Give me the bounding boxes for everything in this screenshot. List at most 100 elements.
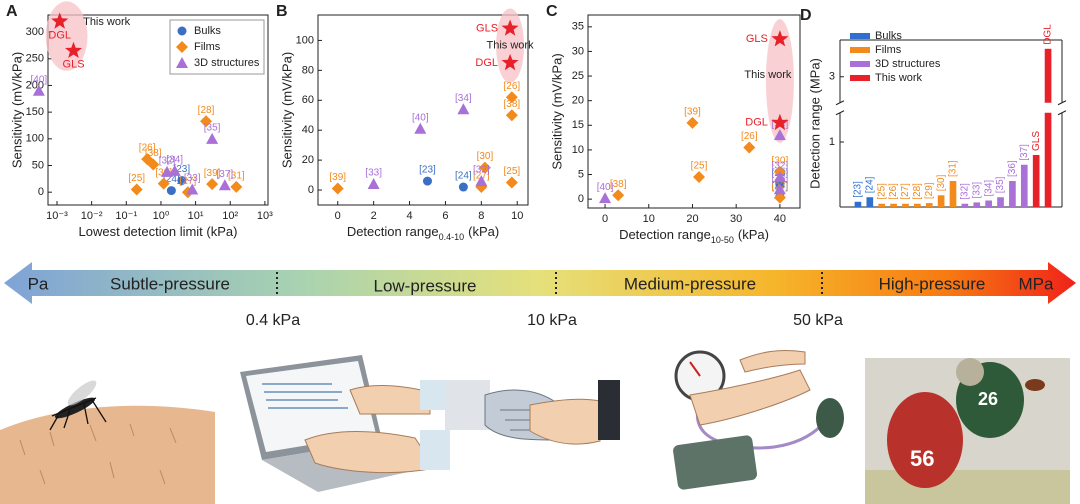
bar: [854, 201, 862, 207]
x-tick-label: 10⁻¹: [115, 210, 137, 222]
point-label: [33]: [772, 173, 789, 184]
bar: [961, 203, 969, 207]
y-tick-label: 80: [302, 64, 314, 76]
x-tick-label: 10⁰: [153, 210, 170, 222]
point-label: [38]: [610, 179, 627, 190]
category-label: [37]: [1019, 144, 1030, 161]
x-tick-label: 20: [686, 213, 698, 225]
point-label: [32]: [772, 161, 789, 172]
y-tick-label: 20: [302, 154, 314, 166]
category-label: [24]: [864, 176, 875, 193]
y-tick-label: 25: [572, 70, 584, 82]
bar: [949, 181, 957, 207]
region-label: Low-pressure: [374, 276, 477, 295]
category-label: [30]: [936, 174, 947, 191]
legend-marker: [176, 57, 188, 68]
point: [773, 183, 786, 195]
illustration-laptop: [240, 355, 450, 492]
point: [773, 170, 786, 182]
y-tick-label: 150: [26, 106, 44, 118]
point-label: [40]: [597, 182, 614, 193]
point-label: [34]: [455, 93, 472, 104]
scale-start: Pa: [28, 274, 49, 293]
point-label: [39]: [204, 168, 221, 179]
point: [773, 129, 786, 141]
axis-break: [1057, 110, 1067, 116]
point-label: [27]: [180, 176, 197, 187]
point: [206, 178, 219, 191]
legend-swatch: [850, 75, 870, 81]
point-label: [23]: [419, 165, 436, 176]
annotation: This work: [744, 69, 792, 81]
bar: [1044, 48, 1052, 207]
y-tick-label: 40: [302, 124, 314, 136]
plot-frame: [587, 14, 801, 209]
point-label: [32]: [473, 165, 490, 176]
point-label: [26]: [504, 81, 521, 92]
bar: [937, 195, 945, 207]
x-axis-label-sub: 10-50: [711, 235, 734, 245]
point-label: [39]: [684, 106, 701, 117]
jersey-number: 26: [978, 389, 998, 409]
legend-label: 3D structures: [194, 57, 260, 69]
category-label: [23]: [853, 181, 864, 198]
category-label: [29]: [924, 182, 935, 199]
illustration-football: 56 26: [865, 358, 1070, 504]
jersey-number: 56: [910, 446, 934, 471]
point: [457, 103, 470, 115]
point: [414, 122, 427, 134]
point: [218, 179, 231, 191]
category-label: GLS: [1031, 131, 1042, 151]
x-tick-label: 8: [478, 210, 484, 222]
panel-label: A: [6, 3, 18, 20]
plot-frame: [47, 14, 269, 206]
x-tick-label: 10⁻²: [81, 210, 103, 222]
bar: [1032, 155, 1040, 207]
y-tick-label: 5: [578, 168, 584, 180]
threshold-label: 10 kPa: [527, 312, 577, 329]
y-tick-label: 100: [26, 133, 44, 145]
region-label: High-pressure: [879, 274, 986, 293]
point: [147, 158, 160, 171]
bar: [914, 203, 921, 207]
x-axis-label-text: Detection range: [347, 224, 439, 239]
y-axis-label: Detection range (MPa): [807, 58, 822, 189]
category-label: [34]: [983, 180, 994, 197]
point-label: [24]: [163, 174, 180, 185]
point-label: [26]: [741, 131, 758, 142]
y-axis-label: Sensitivity (mV/kPa): [549, 53, 564, 169]
category-label: [33]: [971, 182, 982, 199]
x-tick-label: 0: [335, 210, 341, 222]
point-label: DGL: [475, 57, 498, 69]
point-label: [25]: [504, 166, 521, 177]
x-axis-label: Detection range0.4-10 (kPa): [347, 224, 499, 242]
annotation: This work: [83, 16, 131, 28]
point: [693, 170, 706, 183]
point: [501, 53, 519, 71]
x-tick-label: 2: [371, 210, 377, 222]
point-label: GLS: [746, 33, 768, 45]
point-label: [24]: [455, 171, 472, 182]
legend-label: Films: [194, 41, 221, 53]
x-tick-label: 10⁻³: [46, 210, 68, 222]
point-label: GLS: [476, 22, 498, 34]
category-label: [28]: [912, 183, 923, 200]
region-label: Subtle-pressure: [110, 274, 230, 293]
panel-label: D: [800, 7, 812, 24]
region-label: Medium-pressure: [624, 274, 756, 293]
x-tick-label: 40: [774, 213, 786, 225]
axis-break: [835, 110, 845, 116]
point-label: [40]: [31, 74, 48, 85]
point-label: [37]: [217, 169, 234, 180]
y-axis-label: Sensitivity (mV/kPa): [9, 52, 24, 168]
point-label: GLS: [63, 59, 85, 71]
x-tick-label: 10³: [257, 210, 273, 222]
pressure-scale: Pa Subtle-pressure Low-pressure Medium-p…: [4, 262, 1076, 329]
scale-end: MPa: [1019, 274, 1055, 293]
point-label: [26]: [139, 143, 156, 154]
point: [177, 175, 187, 185]
x-axis-label: Lowest detection limit (kPa): [79, 224, 238, 239]
y-tick-label: 250: [26, 53, 44, 65]
point: [771, 113, 789, 131]
x-tick-label: 10¹: [188, 210, 204, 222]
